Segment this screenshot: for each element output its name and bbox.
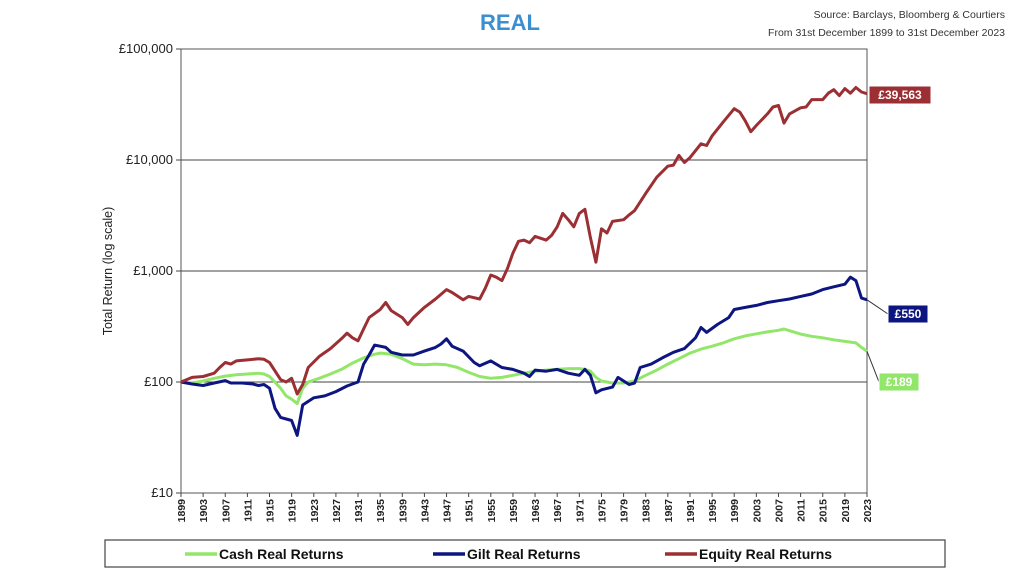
y-axis: £10 £100 £1,000 £10,000 £100,000 (119, 41, 181, 500)
legend-box (104, 539, 946, 568)
x-tick-label: 1971 (574, 499, 586, 523)
x-tick-label: 2007 (773, 499, 785, 523)
x-tick-label: 1911 (242, 499, 254, 522)
equity-real-returns-end-label: £39,563 (878, 88, 922, 102)
equity-real-returns-line (180, 86, 868, 396)
x-tick-label: 1943 (419, 499, 431, 523)
source-line-1: Source: Barclays, Bloomberg & Courtiers (814, 9, 1005, 21)
x-tick-label: 1959 (508, 499, 520, 523)
x-tick-label: 1963 (530, 499, 542, 523)
cash-real-returns-end-label: £189 (886, 375, 913, 389)
gilt-real-returns-end-leader (866, 299, 889, 315)
source-line-2: From 31st December 1899 to 31st December… (768, 27, 1005, 39)
y-tick-label: £100,000 (119, 41, 173, 56)
x-tick-label: 1991 (685, 499, 697, 523)
gilt-real-returns-line (180, 275, 868, 437)
x-tick-label: 1939 (397, 499, 409, 523)
x-tick-label: 1951 (464, 499, 476, 523)
cash-real-returns-end-label-box (878, 372, 920, 392)
series-group (180, 86, 868, 437)
y-tick-label: £10 (151, 485, 173, 500)
gilt-real-returns-legend-label: Gilt Real Returns (467, 546, 581, 562)
x-tick-label: 1919 (287, 499, 299, 523)
x-tick-label: 1907 (220, 499, 232, 523)
x-tick-label: 1903 (198, 499, 210, 523)
y-tick-label: £100 (144, 374, 173, 389)
x-tick-label: 1975 (596, 499, 608, 523)
x-tick-label: 1979 (619, 499, 631, 523)
x-tick-label: 1967 (552, 499, 564, 523)
gilt-real-returns-end-label-box (887, 304, 929, 324)
equity-real-returns-end-label-box (868, 85, 932, 105)
x-tick-label: 2003 (751, 499, 763, 523)
x-tick-label: 1899 (176, 499, 188, 523)
x-tick-label: 2023 (862, 499, 874, 523)
cash-real-returns-end-leader (866, 351, 880, 383)
y-tick-label: £1,000 (133, 263, 173, 278)
equity-real-returns-legend-label: Equity Real Returns (699, 546, 832, 562)
x-tick-label: 1995 (707, 499, 719, 523)
x-tick-label: 1931 (353, 499, 365, 523)
x-tick-label: 2011 (796, 499, 808, 522)
x-tick-label: 1915 (265, 499, 277, 523)
gilt-real-returns-end-label: £550 (895, 307, 922, 321)
legend: Cash Real Returns Gilt Real Returns Equity… (185, 546, 832, 562)
x-tick-label: 1999 (729, 499, 741, 523)
end-labels: £39,563 £550 £189 (866, 85, 932, 392)
x-tick-label: 1987 (663, 499, 675, 523)
x-tick-label: 1983 (641, 499, 653, 523)
x-tick-label: 1947 (442, 499, 454, 523)
x-tick-label: 1923 (309, 499, 321, 523)
x-axis: 1899 1903 1907 1911 1915 1919 1923 1927 1931 1935… (176, 493, 874, 522)
x-tick-label: 1955 (486, 499, 498, 523)
y-tick-label: £10,000 (126, 152, 173, 167)
x-tick-label: 2019 (840, 499, 852, 523)
cash-real-returns-legend-label: Cash Real Returns (219, 546, 344, 562)
y-axis-label: Total Return (log scale) (101, 207, 115, 336)
x-tick-label: 1935 (375, 499, 387, 523)
chart-title: REAL (480, 10, 540, 35)
x-tick-label: 1927 (331, 499, 343, 523)
x-tick-label: 2015 (818, 499, 830, 523)
